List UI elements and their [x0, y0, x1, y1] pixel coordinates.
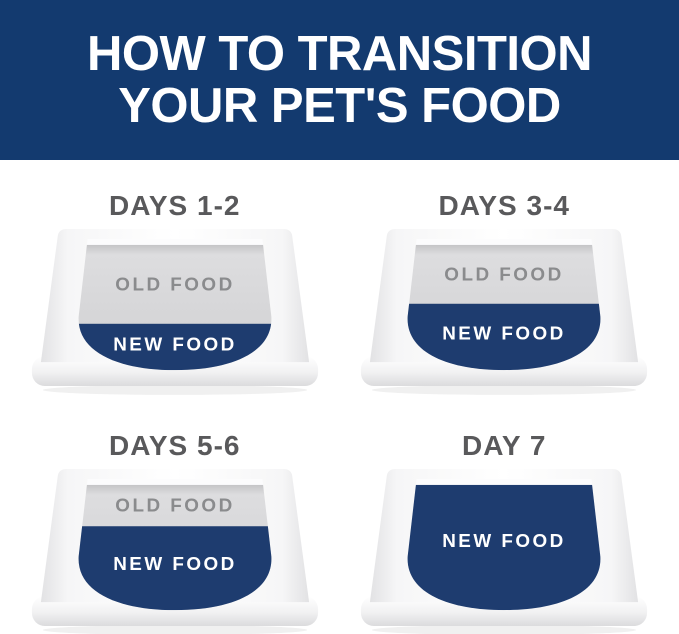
new-food-label: NEW FOOD	[442, 530, 566, 551]
new-food-region	[407, 484, 601, 611]
day-title: DAYS 5-6	[109, 430, 241, 461]
new-food-label: NEW FOOD	[442, 323, 566, 344]
day-title: DAYS 3-4	[438, 190, 570, 221]
bowl-interior: OLD FOOD NEW FOOD	[407, 238, 601, 371]
bowl-base	[31, 596, 318, 626]
panels-grid: DAYS 1-2 OLD FOOD NEW FOOD DAYS 3-4	[0, 160, 679, 634]
bowl-base	[361, 596, 648, 626]
header-title: HOW TO TRANSITION YOUR PET'S FOOD	[86, 27, 593, 133]
bowl-base	[361, 356, 648, 386]
new-food-label: NEW FOOD	[113, 553, 237, 574]
header-title-line1: HOW TO TRANSITION	[86, 27, 593, 81]
bowl-shadow	[372, 625, 637, 634]
new-food-label: NEW FOOD	[113, 334, 237, 355]
bowl-base	[31, 356, 318, 386]
new-food-region	[78, 526, 272, 611]
day-title: DAY 7	[462, 430, 547, 461]
bowl-shadow	[42, 625, 307, 634]
old-food-label: OLD FOOD	[115, 273, 234, 294]
bowl-shadow	[372, 385, 637, 395]
bowl-shadow	[42, 385, 307, 395]
food-bowl-illustration: OLD FOOD NEW FOOD	[31, 229, 318, 395]
transition-panel-1: DAYS 1-2 OLD FOOD NEW FOOD	[10, 190, 340, 396]
header-title-line2: YOUR PET'S FOOD	[118, 79, 561, 133]
header-banner: HOW TO TRANSITION YOUR PET'S FOOD	[0, 0, 679, 160]
day-title: DAYS 1-2	[109, 190, 241, 221]
transition-panel-3: DAYS 5-6 OLD FOOD NEW FOOD	[10, 430, 340, 634]
food-bowl-illustration: NEW FOOD	[361, 469, 648, 634]
bowl-interior: OLD FOOD NEW FOOD	[78, 478, 272, 611]
food-bowl-illustration: OLD FOOD NEW FOOD	[361, 229, 648, 395]
food-bowl-illustration: OLD FOOD NEW FOOD	[31, 469, 318, 634]
transition-panel-4: DAY 7 NEW FOOD	[340, 430, 670, 634]
bowl-interior: NEW FOOD	[407, 478, 601, 611]
new-food-region	[407, 303, 601, 371]
old-food-label: OLD FOOD	[115, 495, 234, 516]
transition-panel-2: DAYS 3-4 OLD FOOD NEW FOOD	[340, 190, 670, 396]
old-food-label: OLD FOOD	[445, 263, 564, 284]
